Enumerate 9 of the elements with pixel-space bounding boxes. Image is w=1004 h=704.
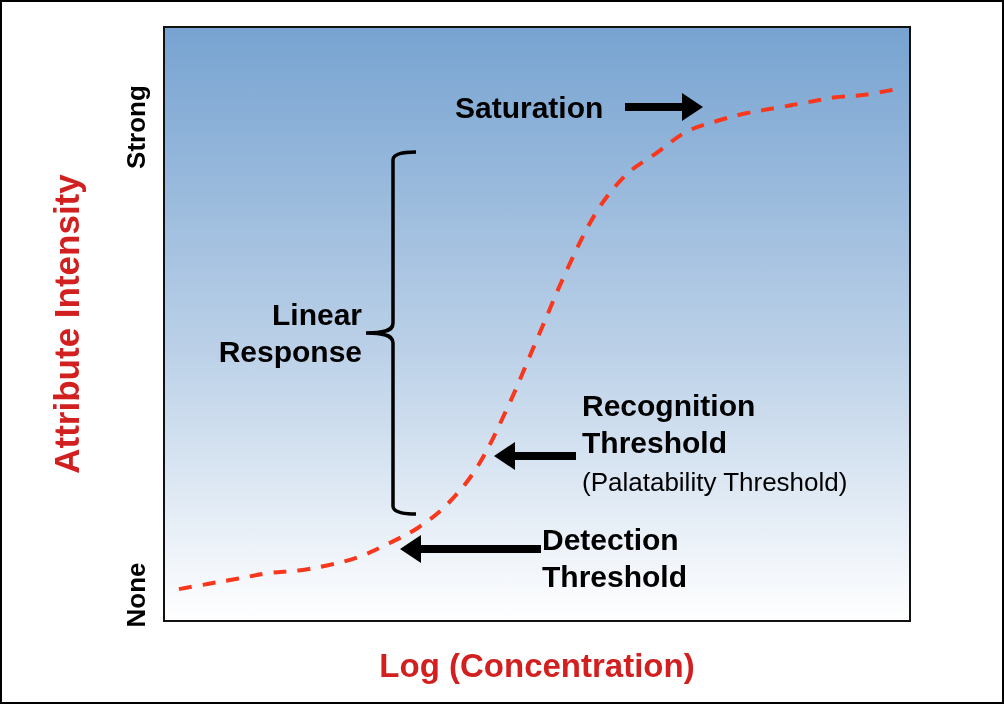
annotation: Recognition Threshold	[582, 388, 756, 461]
annotation: Linear Response	[218, 297, 363, 370]
annotation: Detection Threshold	[542, 522, 688, 595]
text: None	[121, 562, 151, 628]
annotation: Saturation	[455, 89, 604, 126]
annotation: (Palatability Threshold)	[582, 467, 848, 497]
x-axis-title: Log (Concentration)	[379, 647, 695, 684]
text: Strong	[121, 85, 151, 169]
y-axis-title: Attribute Intensity	[47, 173, 86, 474]
